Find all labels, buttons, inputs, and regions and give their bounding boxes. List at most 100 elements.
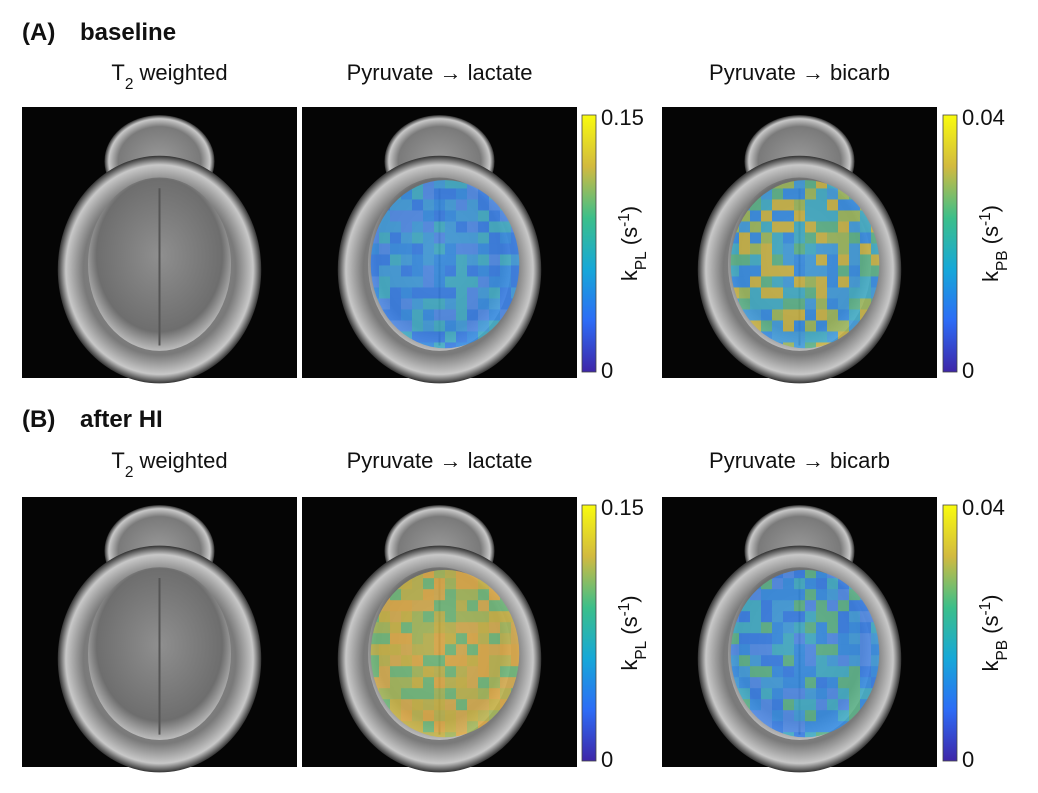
overlay-cell (379, 611, 391, 623)
overlay-cell (390, 633, 402, 645)
overlay-cell (805, 600, 817, 612)
overlay-cell (805, 699, 817, 711)
overlay-cell (456, 309, 468, 321)
overlay-cell (783, 644, 795, 656)
overlay-cell (445, 655, 457, 667)
label-part: k (617, 659, 642, 671)
overlay-cell (750, 710, 762, 722)
overlay-cell (772, 666, 784, 678)
overlay-cell (794, 569, 806, 579)
overlay-cell (816, 199, 828, 211)
overlay-cell (401, 320, 413, 332)
overlay-cell (412, 210, 424, 222)
overlay-cell (489, 298, 501, 310)
overlay-cell (805, 622, 817, 634)
overlay-cell (816, 600, 828, 612)
overlay-cell (500, 633, 512, 645)
overlay-cell (456, 578, 468, 590)
overlay-cell (794, 589, 806, 601)
overlay-cell (860, 254, 872, 266)
overlay-cell (827, 666, 839, 678)
overlay-cell (794, 265, 806, 277)
overlay-cell (838, 655, 850, 667)
overlay-cell (805, 210, 817, 222)
mri-image (22, 497, 297, 773)
overlay-cell (390, 265, 402, 277)
overlay-cell (783, 578, 795, 590)
overlay-cell (761, 221, 773, 233)
overlay-cell (456, 721, 468, 733)
overlay-cell (467, 688, 479, 700)
overlay-cell (860, 287, 872, 299)
overlay-cell (750, 600, 762, 612)
overlay-cell (412, 611, 424, 623)
overlay-cell (794, 342, 806, 349)
overlay-cell (805, 688, 817, 700)
overlay-cell (423, 710, 435, 722)
overlay-cell (423, 655, 435, 667)
overlay-cell (478, 265, 490, 277)
overlay-cell (478, 232, 490, 244)
overlay-cell (783, 633, 795, 645)
label-part: (s (617, 616, 642, 640)
overlay-cell (423, 569, 435, 579)
overlay-cell (445, 254, 457, 266)
overlay-cell (434, 320, 446, 332)
overlay-cell (401, 276, 413, 288)
overlay-cell (500, 611, 512, 623)
label-part: weighted (133, 60, 227, 85)
overlay-cell (478, 276, 490, 288)
overlay-cell (761, 677, 773, 689)
overlay-cell (445, 699, 457, 711)
overlay-cell (761, 199, 773, 211)
overlay-cell (794, 232, 806, 244)
overlay-cell (445, 622, 457, 634)
overlay-cell (849, 644, 861, 656)
overlay-cell (816, 188, 828, 200)
overlay-cell (456, 265, 468, 277)
mri-image (302, 497, 577, 773)
overlay-cell (772, 633, 784, 645)
label-part: 2 (125, 76, 134, 93)
overlay-cell (390, 611, 402, 623)
overlay-cell (750, 622, 762, 634)
overlay-cell (860, 276, 872, 288)
overlay-cell (750, 287, 762, 299)
overlay-cell (827, 309, 839, 321)
overlay-cell (849, 633, 861, 645)
overlay-cell (412, 331, 424, 343)
overlay-cell (370, 276, 380, 288)
overlay-cell (816, 342, 828, 349)
overlay-cell (478, 600, 490, 612)
overlay-cell (827, 633, 839, 645)
overlay-cell (500, 254, 512, 266)
overlay-cell (794, 699, 806, 711)
overlay-cell (467, 622, 479, 634)
colorbar-max: 0.15 (601, 495, 644, 520)
colorbar-max: 0.04 (962, 495, 1005, 520)
overlay-cell (478, 611, 490, 623)
overlay-cell (827, 265, 839, 277)
overlay-cell (379, 265, 391, 277)
overlay-cell (379, 644, 391, 656)
overlay-cell (805, 265, 817, 277)
overlay-cell (379, 243, 391, 255)
overlay-cell (489, 677, 501, 689)
overlay-cell (511, 243, 520, 255)
overlay-cell (838, 221, 850, 233)
overlay-cell (511, 666, 520, 678)
colorbar-min: 0 (601, 358, 613, 383)
overlay-cell (511, 254, 520, 266)
overlay-cell (849, 699, 861, 711)
overlay-cell (434, 721, 446, 733)
overlay-cell (730, 633, 740, 645)
overlay-cell (423, 331, 435, 343)
overlay-cell (401, 265, 413, 277)
overlay-cell (467, 611, 479, 623)
overlay-cell (401, 199, 413, 211)
overlay-cell (783, 276, 795, 288)
overlay-cell (456, 710, 468, 722)
overlay-cell (816, 265, 828, 277)
colorbar (942, 114, 958, 373)
overlay-cell (379, 677, 391, 689)
